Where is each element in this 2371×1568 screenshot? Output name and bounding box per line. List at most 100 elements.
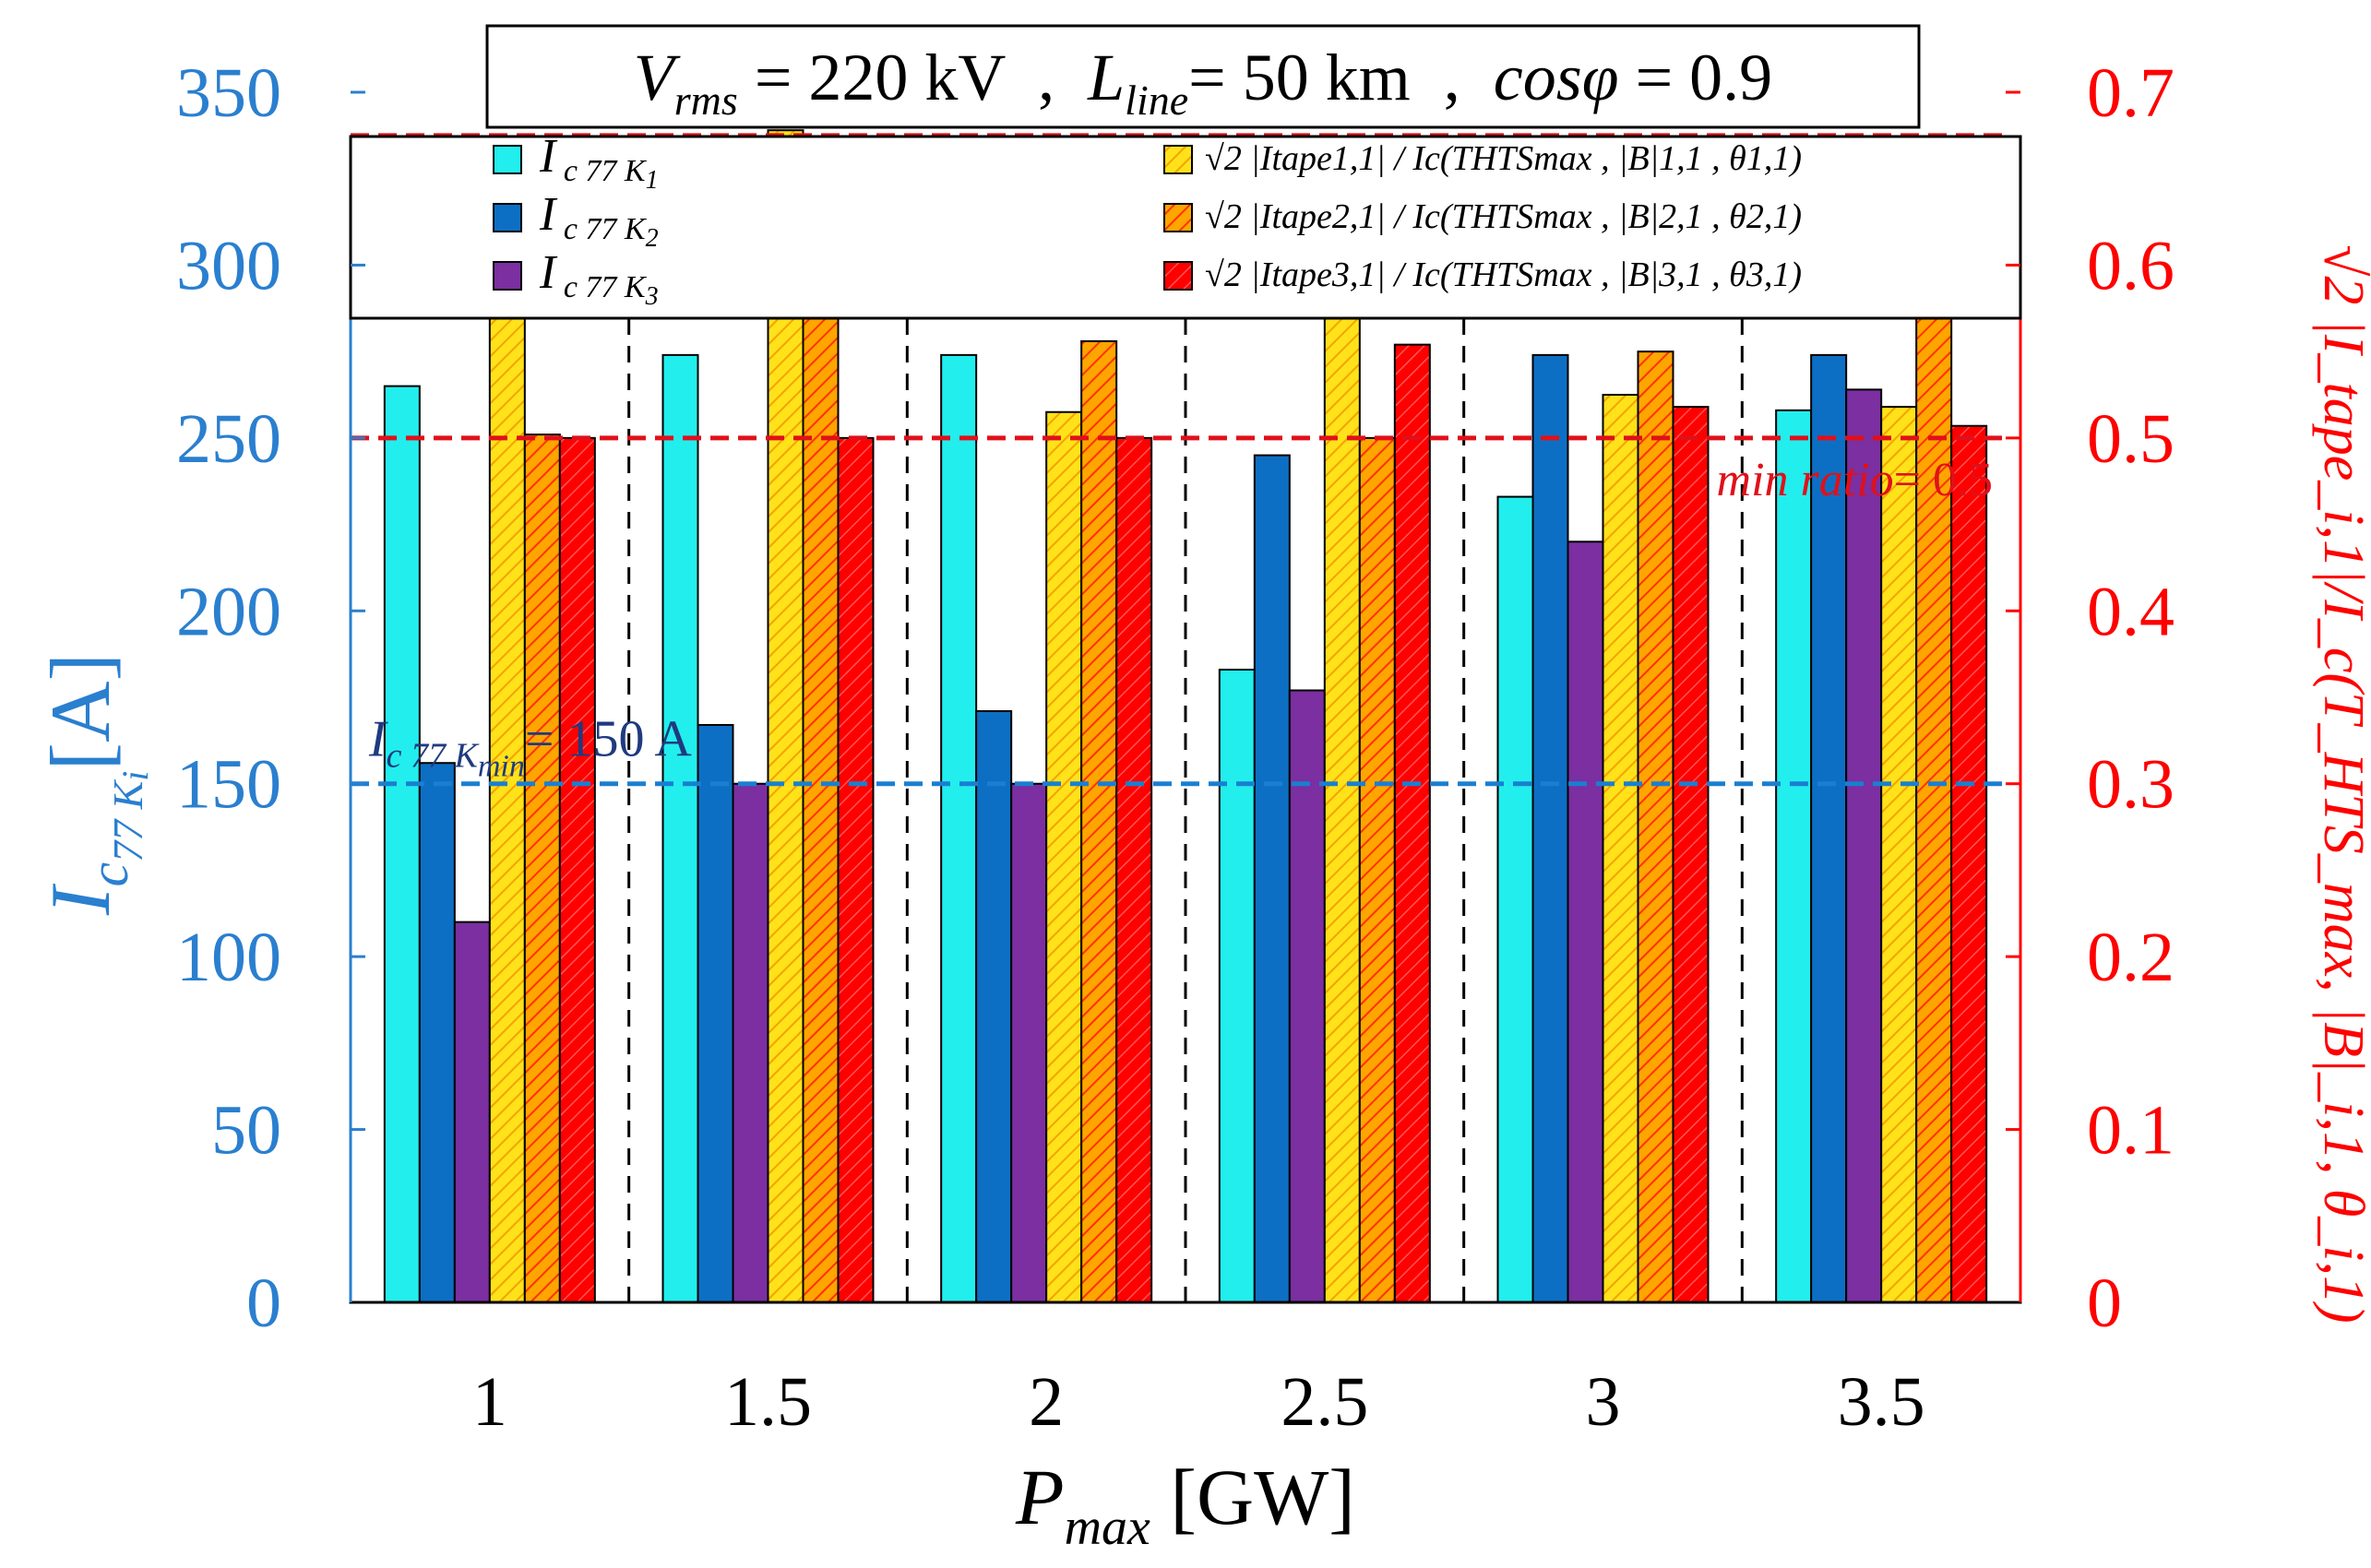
y-right-tick-label: 0.5 <box>2087 400 2174 478</box>
y-left-tick-label: 50 <box>211 1092 281 1170</box>
bar-5-cat-3 <box>1637 350 1674 1304</box>
title-v-sub: rms <box>674 77 738 124</box>
legend-label-sub: c 77 K <box>555 154 648 188</box>
title-cos-val: = 0.9 <box>1619 41 1773 114</box>
y-left-tick-label: 200 <box>176 573 281 650</box>
bar-2-cat-1 <box>418 762 456 1303</box>
legend-label-idx: 1 <box>646 166 659 195</box>
x-axis-label: Pmax [GW] <box>1015 1453 1355 1556</box>
x-tick-label: 3.5 <box>1838 1363 1925 1441</box>
bar-1-cat-1 <box>383 385 421 1303</box>
y-left-label-sub: c <box>78 862 139 887</box>
y-right-tick-label: 0.1 <box>2087 1092 2174 1170</box>
legend-label-4: √2 |Itape1,1| / Ic(THTSmax , |B|1,1 , θ1… <box>1205 139 1802 178</box>
y-left-label-subsubsub: i <box>114 771 156 781</box>
reference-label-subsub: min <box>478 750 525 784</box>
bar-1-cat-1.5 <box>661 353 699 1303</box>
y-left-tick-label: 250 <box>176 400 281 478</box>
bar-3-cat-3 <box>1567 540 1604 1303</box>
bar-2-cat-2 <box>975 709 1013 1303</box>
reference-label-value: = 150 A <box>525 711 692 768</box>
legend-label-idx: 3 <box>645 282 659 311</box>
bar-3-cat-3.5 <box>1845 388 1883 1303</box>
legend-swatch-4 <box>1163 145 1193 174</box>
legend-label-idx: 2 <box>646 224 659 253</box>
bars-layer <box>383 129 1988 1304</box>
legend-swatch-2 <box>493 203 522 232</box>
x-tick-label: 3 <box>1586 1363 1621 1441</box>
x-axis-label-unit: [GW] <box>1150 1453 1355 1541</box>
legend-swatch-3 <box>493 261 522 291</box>
bar-4-cat-1 <box>488 183 526 1303</box>
bar-2-cat-2.5 <box>1253 454 1291 1304</box>
bar-4-cat-2 <box>1045 410 1083 1303</box>
reference-label-main: I <box>368 711 388 768</box>
bar-3-cat-1.5 <box>732 782 769 1303</box>
legend-label-sub: c 77 K <box>555 212 648 246</box>
y-axis-left-label: Ic77 Ki[A] <box>33 653 156 916</box>
bar-4-cat-2.5 <box>1323 305 1361 1304</box>
axis-ticks: 11.522.533.505010015020025030035040000.1… <box>176 54 2174 1441</box>
legend-label-5: √2 |Itape2,1| / Ic(THTSmax , |B|2,1 , θ2… <box>1205 197 1802 236</box>
title-l-sub: line <box>1125 77 1188 124</box>
y-left-tick-label: 300 <box>176 227 281 304</box>
title-cos: cosφ <box>1494 41 1619 114</box>
bar-4-cat-3 <box>1602 394 1639 1303</box>
bar-6-cat-1 <box>558 436 596 1304</box>
x-axis-label-sub: max <box>1065 1499 1150 1556</box>
title-v: V <box>634 41 681 114</box>
bar-6-cat-2.5 <box>1393 343 1431 1303</box>
title-v-val: = 220 kV , <box>738 41 1088 114</box>
title-l-val: = 50 km , <box>1188 41 1494 114</box>
title-l: L <box>1087 41 1125 114</box>
title-box <box>485 24 1921 129</box>
bar-2-cat-3 <box>1531 353 1569 1303</box>
legend-label-sub: c 77 K <box>555 270 648 304</box>
chart-title: Vrms = 220 kV , Lline= 50 km , cosφ = 0.… <box>634 41 1772 124</box>
bar-1-cat-3 <box>1496 495 1534 1303</box>
y-axis-right-label: √2 |I_tape_i,1|/I_c(T_HTS_max, |B|_i,1, … <box>2312 244 2371 1323</box>
bar-6-cat-1.5 <box>837 436 875 1304</box>
bar-3-cat-1 <box>453 921 491 1304</box>
legend-label-6: √2 |Itape3,1| / Ic(THTSmax , |B|3,1 , θ3… <box>1205 255 1802 294</box>
legend-label-1: I c 77 K1 <box>539 130 659 195</box>
bar-6-cat-3.5 <box>1950 424 1988 1304</box>
bar-4-cat-3.5 <box>1880 406 1918 1303</box>
legend-label-2: I c 77 K2 <box>539 188 659 253</box>
x-tick-label: 1 <box>472 1363 507 1441</box>
bar-3-cat-2 <box>1010 782 1048 1303</box>
bar-5-cat-2.5 <box>1358 436 1396 1304</box>
bar-1-cat-2 <box>940 353 978 1303</box>
reference-label-sub: c 77 K <box>387 737 480 776</box>
y-right-tick-label: 0.2 <box>2087 919 2174 996</box>
legend-swatch-1 <box>493 145 522 174</box>
bar-5-cat-1.5 <box>802 242 840 1303</box>
reference-label-value: = 0.5 <box>1894 454 1993 506</box>
reference-label-4: Ic 77 Kmin= 150 A <box>368 711 692 784</box>
bar-1-cat-2.5 <box>1218 669 1256 1303</box>
x-tick-label: 1.5 <box>724 1363 812 1441</box>
y-left-label-subsub: 77 K <box>104 778 151 862</box>
legend-swatch-5 <box>1163 203 1193 232</box>
bar-5-cat-2 <box>1080 339 1118 1304</box>
y-right-tick-label: 0.6 <box>2087 227 2174 304</box>
bar-2-cat-1.5 <box>697 723 734 1303</box>
reference-label-2: min ratio= 0.5 <box>1717 454 1993 506</box>
bar-5-cat-1 <box>523 434 561 1303</box>
legend-swatch-6 <box>1163 261 1193 291</box>
x-axis-label-main: P <box>1015 1453 1065 1541</box>
y-right-tick-label: 0.7 <box>2087 54 2174 132</box>
y-right-tick-label: 0.3 <box>2087 746 2174 824</box>
legend-label-3: I c 77 K3 <box>539 246 659 311</box>
legend: I c 77 K1I c 77 K2I c 77 K3 √2 |Itape1,1|… <box>493 130 1802 311</box>
bar-1-cat-3.5 <box>1775 409 1813 1303</box>
y-left-tick-label: 0 <box>246 1265 281 1342</box>
y-left-tick-label: 150 <box>176 746 281 824</box>
y-right-tick-label: 0.4 <box>2087 573 2174 650</box>
y-left-tick-label: 350 <box>176 54 281 132</box>
bar-6-cat-3 <box>1672 406 1710 1303</box>
x-tick-label: 2 <box>1029 1363 1064 1441</box>
bar-6-cat-2 <box>1115 436 1153 1304</box>
y-left-label-unit: [A] <box>33 653 127 771</box>
